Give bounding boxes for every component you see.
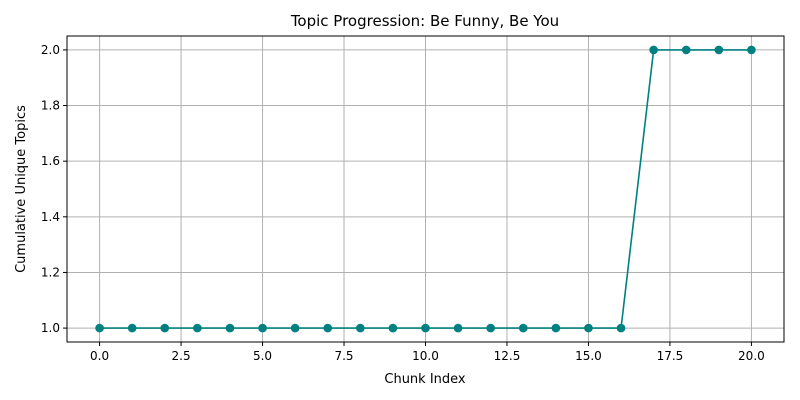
data-point [453, 323, 463, 333]
x-tick-label: 5.0 [253, 349, 272, 363]
x-tick-label: 10.0 [412, 349, 439, 363]
x-axis-label: Chunk Index [384, 372, 466, 387]
y-tick-label: 1.6 [41, 154, 60, 168]
data-point [616, 323, 626, 333]
x-tick-label: 0.0 [90, 349, 109, 363]
data-point [421, 323, 430, 333]
chart-title: Topic Progression: Be Funny, Be You [290, 12, 559, 30]
x-tick-label: 7.5 [334, 349, 353, 363]
x-tick-label: 17.5 [657, 349, 684, 363]
data-point [290, 323, 300, 333]
x-tick-label: 12.5 [494, 349, 521, 363]
y-tick-label: 2.0 [41, 43, 60, 57]
x-tick-label: 20.0 [738, 349, 765, 363]
series-layer [95, 45, 756, 333]
data-point [584, 323, 593, 333]
y-tick-label: 1.2 [41, 265, 60, 279]
data-point [160, 323, 170, 333]
x-tick-label: 15.0 [575, 349, 602, 363]
x-tick-label: 2.5 [172, 349, 191, 363]
data-point [388, 323, 398, 333]
data-point [356, 323, 365, 333]
data-point [225, 323, 235, 333]
data-point [649, 45, 658, 55]
data-point [747, 45, 756, 55]
data-point [551, 323, 561, 333]
y-tick-label: 1.4 [41, 210, 60, 224]
data-point [486, 323, 495, 333]
data-point [323, 323, 333, 333]
data-point [681, 45, 691, 55]
y-tick-label: 1.0 [41, 321, 60, 335]
data-point [127, 323, 137, 333]
data-point [518, 323, 528, 333]
data-point [258, 323, 267, 333]
y-axis-label: Cumulative Unique Topics [14, 105, 29, 273]
y-tick-label: 1.8 [41, 99, 60, 113]
data-point [714, 45, 724, 55]
data-point [95, 323, 104, 333]
data-point [193, 323, 202, 333]
y-axis: 1.0 1.2 1.4 1.6 1.8 2.0 [41, 43, 67, 335]
grid-layer [67, 36, 784, 342]
x-axis: 0.0 2.5 5.0 7.5 10.0 12.5 15.0 17.5 20.0 [90, 342, 765, 363]
